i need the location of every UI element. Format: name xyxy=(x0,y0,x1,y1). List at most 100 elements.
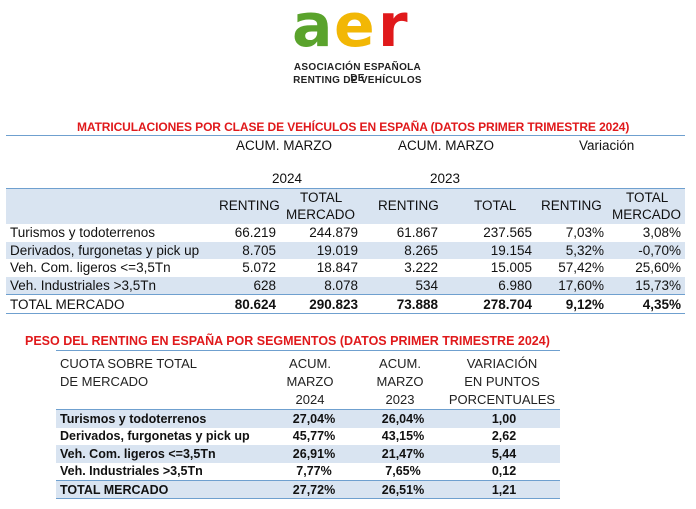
cell-renting-2024: 5.072 xyxy=(242,260,276,276)
logo-letter-a: a xyxy=(292,0,333,61)
cell-acum-2024: 27,04% xyxy=(270,410,358,428)
t2-header-cuota-line1: CUOTA SOBRE TOTAL xyxy=(60,356,198,371)
table1-total-row: TOTAL MERCADO 80.624 290.823 73.888 278.… xyxy=(6,294,685,313)
logo-subtitle-line2: RENTING DE VEHÍCULOS xyxy=(293,75,422,86)
table2-header-rule xyxy=(56,409,560,410)
cell-total-2023: 278.704 xyxy=(442,294,536,313)
cell-total-variacion: 4,35% xyxy=(608,294,685,313)
cell-renting-2024: 66.219 xyxy=(234,225,276,241)
table2-bottom-rule xyxy=(56,498,560,499)
table1-row: Turismos y todoterrenos 66.219 244.879 6… xyxy=(6,224,685,242)
logo-letter-r: r xyxy=(378,0,408,61)
row-label: Veh. Industriales >3,5Tn xyxy=(60,464,203,479)
cell-total-2023: 15.005 xyxy=(490,260,532,276)
col-total-2023: TOTAL xyxy=(474,198,517,213)
row-label: TOTAL MERCADO xyxy=(6,294,206,313)
t2-header-variacion-line1: VARIACIÓN xyxy=(466,356,538,371)
row-label: Turismos y todoterrenos xyxy=(10,225,156,241)
cell-renting-variacion: 17,60% xyxy=(536,276,608,295)
row-label: Turismos y todoterrenos xyxy=(56,410,270,428)
table1-header-rule xyxy=(6,188,685,189)
cell-renting-variacion: 57,42% xyxy=(558,260,604,276)
header-variacion: Variación xyxy=(579,138,635,153)
t2-header-variacion-line2: EN PUNTOS xyxy=(464,374,540,389)
row-label: Veh. Industriales >3,5Tn xyxy=(6,276,206,295)
table1-title: MATRICULACIONES POR CLASE DE VEHÍCULOS E… xyxy=(77,120,630,134)
header-year-2023: 2023 xyxy=(430,171,461,186)
aer-logo: a e r ASOCIACIÓN ESPAÑOLA DE RENTING DE … xyxy=(0,0,696,95)
cell-variacion: 0,12 xyxy=(491,464,517,479)
cell-total-variacion: 25,60% xyxy=(635,260,681,276)
t2-header-acum2024-line1: ACUM. xyxy=(289,356,331,371)
cell-variacion: 5,44 xyxy=(448,445,560,463)
table2-row: Veh. Industriales >3,5Tn 7,77% 7,65% 0,1… xyxy=(56,463,560,481)
cell-variacion: 1,00 xyxy=(448,410,560,428)
logo-subtitle-line1: ASOCIACIÓN ESPAÑOLA DE xyxy=(293,62,422,84)
cell-total-2024: 244.879 xyxy=(309,225,358,241)
table1-top-rule xyxy=(6,135,685,136)
t2-header-variacion-line3: PORCENTUALES xyxy=(448,392,556,407)
table1-header-band xyxy=(6,188,685,224)
cell-renting-2023: 3.222 xyxy=(404,260,438,276)
col-total-2024-line1: TOTAL xyxy=(300,190,343,205)
cell-acum-2024: 45,77% xyxy=(292,429,336,444)
logo-letter-e: e xyxy=(334,0,375,61)
table2-total-row: TOTAL MERCADO 27,72% 26,51% 1,21 xyxy=(56,480,560,499)
cell-total-variacion: 15,73% xyxy=(608,276,685,295)
t2-header-acum2024-line3: 2024 xyxy=(295,392,325,407)
cell-renting-2023: 534 xyxy=(362,276,442,295)
row-label: Derivados, furgonetas y pick up xyxy=(6,241,206,260)
table1-body: Turismos y todoterrenos 66.219 244.879 6… xyxy=(6,224,685,313)
cell-renting-2023: 8.265 xyxy=(362,241,442,260)
t2-header-acum2023-line1: ACUM. xyxy=(379,356,421,371)
header-acum-2024: ACUM. MARZO xyxy=(236,138,332,153)
t2-header-acum2023-line2: MARZO xyxy=(376,374,424,389)
col-renting-variacion: RENTING xyxy=(541,198,602,213)
table2-row: Turismos y todoterrenos 27,04% 26,04% 1,… xyxy=(56,410,560,428)
cell-renting-2024: 8.705 xyxy=(206,241,280,260)
cell-renting-2023: 73.888 xyxy=(362,294,442,313)
row-label: Veh. Com. ligeros <=3,5Tn xyxy=(56,445,270,463)
col-renting-2023: RENTING xyxy=(378,198,439,213)
cell-total-2024: 290.823 xyxy=(280,294,362,313)
header-acum-2023: ACUM. MARZO xyxy=(398,138,494,153)
cell-variacion: 2,62 xyxy=(491,429,517,444)
table1-row: Veh. Industriales >3,5Tn 628 8.078 534 6… xyxy=(6,276,685,295)
table2-top-rule xyxy=(56,350,560,351)
t2-header-acum2024-line2: MARZO xyxy=(286,374,334,389)
table1-bottom-rule xyxy=(6,313,685,314)
t2-header-cuota-line2: DE MERCADO xyxy=(60,374,149,389)
col-total-variacion-line2: MERCADO xyxy=(612,207,682,222)
table2-title: PESO DEL RENTING EN ESPAÑA POR SEGMENTOS… xyxy=(25,334,550,348)
cell-total-2023: 237.565 xyxy=(483,225,532,241)
cell-acum-2024: 7,77% xyxy=(296,464,332,479)
cell-renting-2024: 628 xyxy=(206,276,280,295)
cell-acum-2024: 26,91% xyxy=(270,445,358,463)
row-label: Veh. Com. ligeros <=3,5Tn xyxy=(10,260,171,276)
logo-wordmark: a e r xyxy=(290,0,416,56)
row-label: Derivados, furgonetas y pick up xyxy=(60,429,250,444)
t2-header-acum2023-line3: 2023 xyxy=(385,392,415,407)
cell-renting-2024: 80.624 xyxy=(206,294,280,313)
cell-total-2024: 19.019 xyxy=(280,241,362,260)
cell-total-variacion: 3,08% xyxy=(642,225,681,241)
cell-acum-2023: 26,04% xyxy=(358,410,448,428)
table2-body: Turismos y todoterrenos 27,04% 26,04% 1,… xyxy=(56,410,560,499)
cell-total-variacion: -0,70% xyxy=(608,241,685,260)
cell-acum-2023: 7,65% xyxy=(385,464,421,479)
cell-total-2024: 8.078 xyxy=(280,276,362,295)
table2-row: Derivados, furgonetas y pick up 45,77% 4… xyxy=(56,428,560,446)
cell-variacion: 1,21 xyxy=(448,480,560,499)
cell-renting-variacion: 5,32% xyxy=(536,241,608,260)
cell-renting-2023: 61.867 xyxy=(396,225,438,241)
cell-total-2024: 18.847 xyxy=(316,260,358,276)
header-year-2024: 2024 xyxy=(272,171,303,186)
cell-total-2023: 19.154 xyxy=(442,241,536,260)
cell-renting-variacion: 9,12% xyxy=(536,294,608,313)
table1-row: Derivados, furgonetas y pick up 8.705 19… xyxy=(6,241,685,260)
cell-acum-2023: 21,47% xyxy=(358,445,448,463)
col-total-2024-line2: MERCADO xyxy=(286,207,356,222)
col-renting-2024: RENTING xyxy=(219,198,280,213)
cell-total-2023: 6.980 xyxy=(442,276,536,295)
row-label: TOTAL MERCADO xyxy=(56,480,270,499)
